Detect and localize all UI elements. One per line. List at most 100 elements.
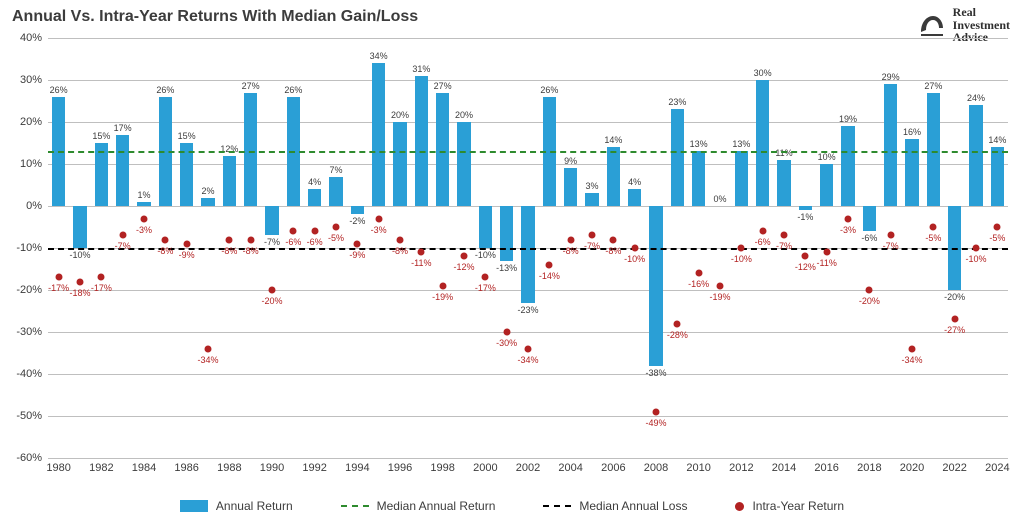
annual-return-bar bbox=[841, 126, 854, 206]
y-axis-label: 0% bbox=[26, 200, 48, 212]
x-axis-label: 2002 bbox=[516, 458, 540, 474]
intra-year-dot bbox=[269, 287, 276, 294]
annual-return-bar bbox=[116, 135, 129, 206]
intra-year-dot bbox=[823, 249, 830, 256]
annual-return-value: 20% bbox=[391, 110, 409, 120]
intra-year-value: -49% bbox=[645, 418, 666, 428]
intra-year-value: -5% bbox=[328, 233, 344, 243]
annual-return-bar bbox=[137, 202, 150, 206]
intra-year-value: -7% bbox=[115, 241, 131, 251]
annual-return-value: 34% bbox=[370, 51, 388, 61]
annual-return-bar bbox=[969, 105, 982, 206]
intra-year-value: -18% bbox=[69, 288, 90, 298]
intra-year-value: -10% bbox=[624, 254, 645, 264]
annual-return-value: 4% bbox=[308, 177, 321, 187]
intra-year-dot bbox=[290, 228, 297, 235]
legend-annual-label: Annual Return bbox=[216, 499, 293, 513]
x-axis-label: 1988 bbox=[217, 458, 241, 474]
annual-return-value: 24% bbox=[967, 93, 985, 103]
annual-return-bar bbox=[244, 93, 257, 206]
x-axis-label: 1994 bbox=[345, 458, 369, 474]
y-axis-label: 10% bbox=[20, 158, 48, 170]
annual-return-value: 26% bbox=[284, 85, 302, 95]
intra-year-value: -17% bbox=[91, 283, 112, 293]
intra-year-dot bbox=[759, 228, 766, 235]
intra-year-dot bbox=[311, 228, 318, 235]
annual-return-bar bbox=[500, 206, 513, 261]
intra-year-dot bbox=[887, 232, 894, 239]
annual-return-bar bbox=[991, 147, 1004, 206]
x-axis-label: 1984 bbox=[132, 458, 156, 474]
chart-container: Annual Vs. Intra-Year Returns With Media… bbox=[0, 0, 1024, 519]
y-axis-label: -50% bbox=[16, 410, 48, 422]
annual-return-bar bbox=[820, 164, 833, 206]
annual-return-value: 26% bbox=[156, 85, 174, 95]
intra-year-value: -27% bbox=[944, 325, 965, 335]
annual-return-bar bbox=[265, 206, 278, 235]
intra-year-value: -5% bbox=[989, 233, 1005, 243]
intra-year-dot bbox=[226, 236, 233, 243]
intra-year-dot bbox=[994, 224, 1001, 231]
intra-year-dot bbox=[631, 245, 638, 252]
annual-return-bar bbox=[73, 206, 86, 248]
x-axis-label: 2024 bbox=[985, 458, 1009, 474]
intra-year-dot bbox=[674, 320, 681, 327]
intra-year-dot bbox=[781, 232, 788, 239]
annual-return-value: 26% bbox=[50, 85, 68, 95]
annual-return-value: 9% bbox=[564, 156, 577, 166]
annual-return-value: 13% bbox=[732, 139, 750, 149]
x-axis-label: 1998 bbox=[430, 458, 454, 474]
annual-return-bar bbox=[607, 147, 620, 206]
median-annual-return-line bbox=[48, 151, 1008, 153]
intra-year-value: -34% bbox=[517, 355, 538, 365]
intra-year-dot bbox=[162, 236, 169, 243]
intra-year-value: -14% bbox=[539, 271, 560, 281]
intra-year-dot bbox=[653, 408, 660, 415]
annual-return-value: 31% bbox=[412, 64, 430, 74]
annual-return-bar bbox=[201, 198, 214, 206]
y-axis-label: -40% bbox=[16, 368, 48, 380]
intra-year-dot bbox=[546, 261, 553, 268]
annual-return-value: 4% bbox=[628, 177, 641, 187]
y-axis-label: -10% bbox=[16, 242, 48, 254]
intra-year-value: -6% bbox=[755, 237, 771, 247]
annual-return-bar bbox=[799, 206, 812, 210]
annual-return-bar bbox=[756, 80, 769, 206]
x-axis-label: 2004 bbox=[558, 458, 582, 474]
intra-year-value: -7% bbox=[776, 241, 792, 251]
annual-return-value: 10% bbox=[818, 152, 836, 162]
gridline bbox=[48, 332, 1008, 333]
gridline bbox=[48, 38, 1008, 39]
annual-return-value: 26% bbox=[540, 85, 558, 95]
intra-year-value: -9% bbox=[179, 250, 195, 260]
intra-year-dot bbox=[951, 316, 958, 323]
logo-line-1: Real bbox=[953, 6, 1010, 19]
intra-year-value: -10% bbox=[965, 254, 986, 264]
annual-return-value: 27% bbox=[924, 81, 942, 91]
x-axis-label: 2016 bbox=[814, 458, 838, 474]
intra-year-dot bbox=[909, 345, 916, 352]
y-axis-label: 20% bbox=[20, 116, 48, 128]
intra-year-value: -3% bbox=[136, 225, 152, 235]
annual-return-bar bbox=[671, 109, 684, 206]
annual-return-value: 16% bbox=[903, 127, 921, 137]
x-axis-label: 1996 bbox=[388, 458, 412, 474]
x-axis-label: 2022 bbox=[942, 458, 966, 474]
intra-year-value: -19% bbox=[432, 292, 453, 302]
annual-return-value: 14% bbox=[988, 135, 1006, 145]
x-axis-label: 2000 bbox=[473, 458, 497, 474]
intra-year-dot bbox=[610, 236, 617, 243]
intra-year-dot bbox=[802, 253, 809, 260]
intra-year-value: -9% bbox=[349, 250, 365, 260]
dash-green-icon bbox=[341, 505, 369, 507]
intra-year-value: -17% bbox=[48, 283, 69, 293]
legend-median-gain: Median Annual Return bbox=[341, 499, 496, 513]
legend-annual: Annual Return bbox=[180, 499, 293, 513]
gridline bbox=[48, 416, 1008, 417]
intra-year-dot bbox=[973, 245, 980, 252]
annual-return-bar bbox=[905, 139, 918, 206]
intra-year-value: -8% bbox=[392, 246, 408, 256]
annual-return-bar bbox=[692, 151, 705, 206]
annual-return-value: -20% bbox=[944, 292, 965, 302]
intra-year-dot bbox=[503, 329, 510, 336]
